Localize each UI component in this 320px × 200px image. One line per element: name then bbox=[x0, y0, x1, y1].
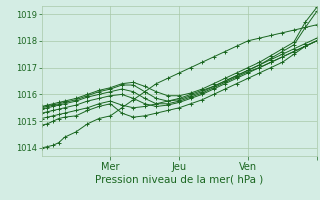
X-axis label: Pression niveau de la mer( hPa ): Pression niveau de la mer( hPa ) bbox=[95, 174, 263, 184]
